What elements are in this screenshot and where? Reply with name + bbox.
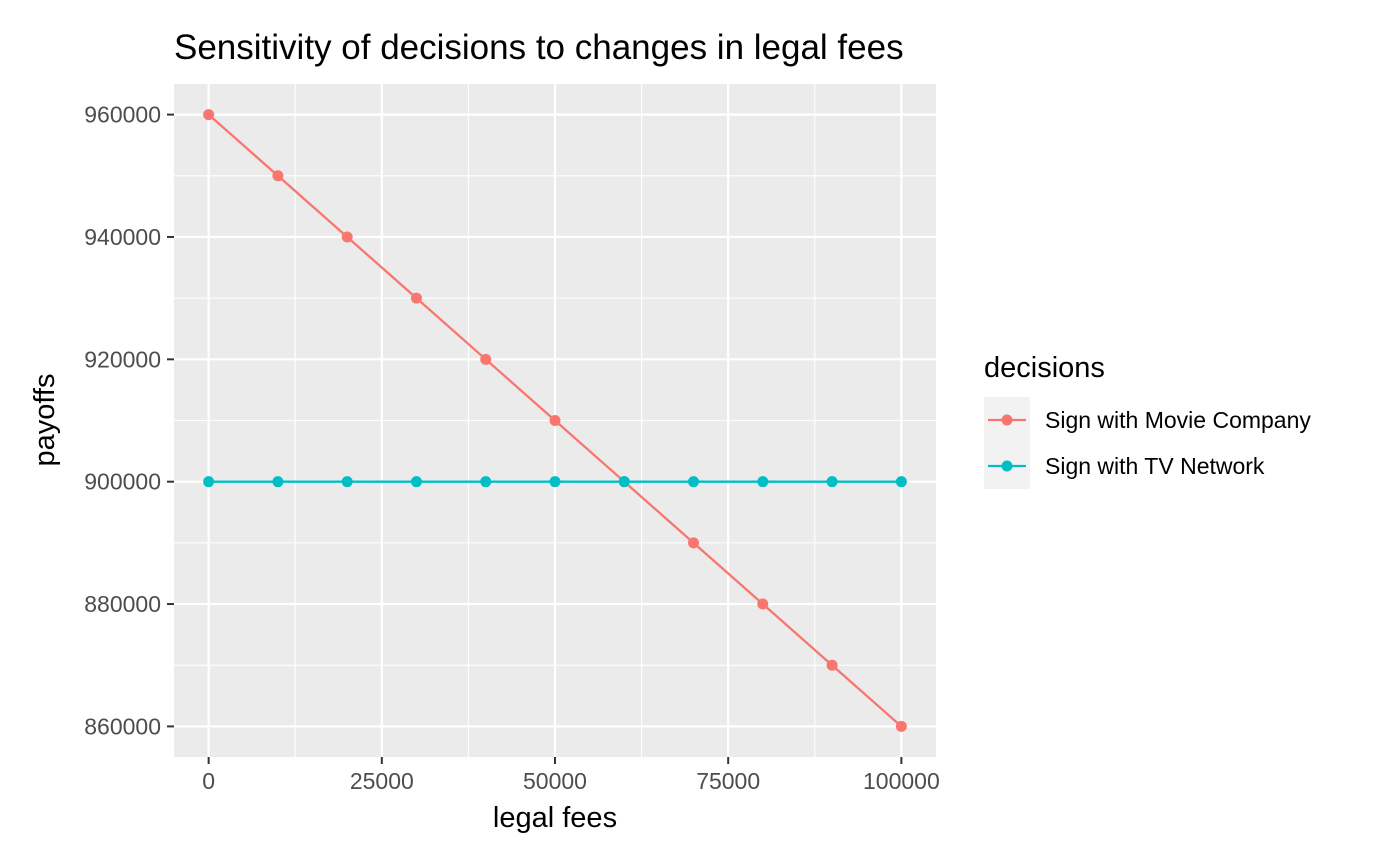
series-1-point (618, 476, 630, 488)
y-tick-label: 940000 (84, 224, 161, 250)
x-tick-label: 50000 (523, 768, 587, 794)
series-0-point (480, 353, 492, 365)
series-0-point (826, 659, 838, 671)
series-0-point (895, 720, 907, 732)
series-0-point (549, 415, 561, 426)
chart-title: Sensitivity of decisions to changes in l… (174, 28, 904, 67)
y-tick-label: 960000 (84, 102, 161, 128)
x-axis: 0 25000 50000 75000 100000 (202, 757, 940, 794)
series-1-point (480, 476, 492, 488)
series-1-point (757, 476, 769, 488)
series-0-point (757, 598, 769, 610)
series-1-point (549, 476, 561, 488)
legend-label: Sign with Movie Company (1045, 407, 1311, 433)
grid-major (174, 84, 936, 757)
x-tick-label: 25000 (350, 768, 414, 794)
series-0-point (688, 537, 700, 549)
series-1-point (410, 476, 422, 488)
legend-items: Sign with Movie Company Sign with TV Netw… (984, 397, 1311, 489)
series-layer (203, 109, 907, 732)
y-axis: 860000 880000 900000 920000 940000 960000 (84, 102, 174, 739)
series-1-point (895, 476, 907, 488)
legend-title: decisions (984, 352, 1105, 384)
y-tick-label: 920000 (84, 346, 161, 372)
series-0-point (272, 170, 284, 182)
series-0-point (203, 109, 215, 121)
series-0-point (341, 231, 353, 243)
legend-key-point (1001, 414, 1013, 426)
y-tick-label: 880000 (84, 591, 161, 617)
y-axis-title: payoffs (29, 374, 61, 467)
series-1-point (688, 476, 700, 488)
legend-key-point (1001, 460, 1013, 472)
series-1-point (826, 476, 838, 488)
x-tick-label: 75000 (696, 768, 760, 794)
y-tick-label: 900000 (84, 469, 161, 495)
x-axis-title: legal fees (493, 802, 617, 834)
series-1-point (272, 476, 284, 488)
series-1-point (341, 476, 353, 488)
x-tick-label: 100000 (863, 768, 940, 794)
legend-label: Sign with TV Network (1045, 453, 1265, 479)
y-tick-label: 860000 (84, 713, 161, 739)
series-1-point (203, 476, 215, 488)
x-tick-label: 0 (202, 768, 215, 794)
series-0-point (410, 292, 422, 304)
